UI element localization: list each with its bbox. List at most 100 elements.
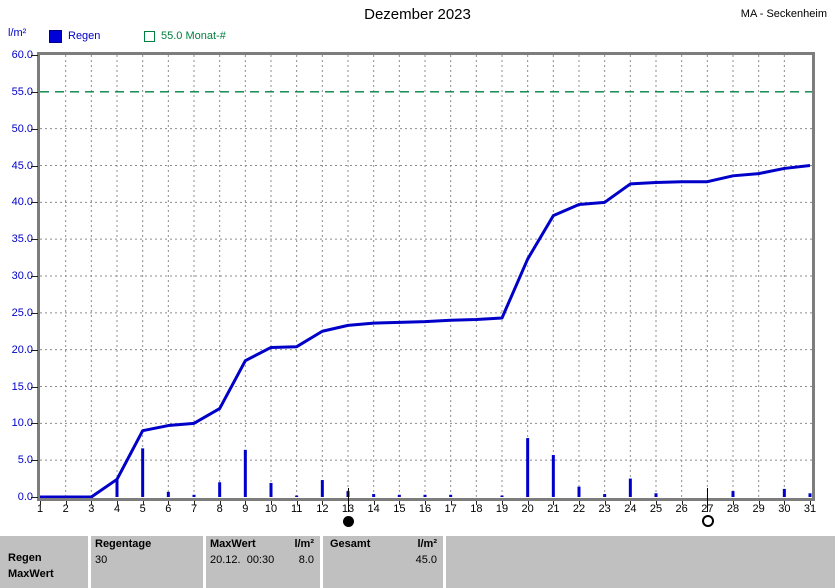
x-axis-tick [579, 501, 580, 505]
x-axis-tick [553, 501, 555, 505]
x-axis-tick [142, 501, 144, 505]
maxwert-unit: l/m² [294, 538, 314, 550]
cumulative-rain-line [40, 164, 811, 498]
x-axis-day-label: 18 [470, 503, 483, 515]
y-axis-tick [31, 460, 38, 462]
daily-rain-bar [397, 494, 401, 497]
x-axis-day-label: 24 [624, 503, 637, 515]
x-axis-tick [117, 501, 118, 505]
gesamt-header: Gesamt [330, 538, 371, 550]
daily-rain-bar [449, 494, 453, 497]
x-axis-day-label: 11 [290, 503, 303, 515]
daily-rain-bar [295, 495, 299, 497]
y-axis-tick-label: 55.0 [11, 85, 33, 98]
daily-rain-bar [372, 494, 376, 497]
table-divider [443, 536, 446, 588]
y-axis-tick-label: 30.0 [11, 270, 33, 282]
daily-rain-bar [808, 493, 812, 497]
x-axis-day-label: 22 [572, 503, 586, 515]
gesamt-unit: l/m² [417, 538, 437, 550]
x-axis-tick [245, 501, 247, 505]
x-axis-tick [65, 501, 67, 505]
x-axis-tick [399, 501, 401, 505]
y-axis-tick [31, 386, 38, 388]
x-axis-day-label: 31 [803, 503, 817, 515]
y-axis-tick-label: 0.0 [17, 491, 33, 503]
x-axis-day-label: 5 [139, 503, 146, 515]
x-axis-tick [296, 501, 298, 505]
x-axis-tick [681, 501, 683, 505]
x-axis-tick [322, 501, 324, 505]
y-axis-tick [31, 239, 38, 241]
daily-rain-bar [654, 493, 658, 497]
x-axis-day-label: 9 [242, 503, 249, 515]
x-axis-tick [784, 501, 786, 505]
daily-rain-bar [628, 478, 632, 497]
legend-monat-label: 55.0 Monat-# [161, 30, 226, 42]
y-axis-tick [31, 91, 38, 93]
x-axis-day-label: 1 [36, 503, 44, 515]
x-axis-day-label: 3 [88, 503, 95, 515]
y-axis-tick [31, 497, 38, 498]
x-axis-tick [450, 501, 452, 505]
regentage-header: Regentage [95, 538, 152, 550]
x-axis-tick [656, 501, 657, 505]
page-title: Dezember 2023 [364, 6, 471, 23]
x-axis-day-label: 19 [495, 503, 509, 515]
rainfall-chart [40, 55, 812, 498]
table-divider [203, 536, 206, 588]
x-axis-day-label: 2 [62, 503, 69, 515]
x-axis-day-label: 12 [316, 503, 329, 515]
y-axis-tick [31, 128, 38, 130]
x-axis-day-label: 23 [598, 503, 611, 515]
gesamt-header-row: Gesamt l/m² [330, 538, 437, 550]
x-axis-tick [425, 501, 426, 505]
x-axis-tick [271, 501, 272, 505]
x-axis-day-label: 7 [190, 503, 198, 515]
table-divider [88, 536, 91, 588]
y-axis-tick [31, 55, 38, 56]
daily-rain-bar [166, 491, 170, 497]
maxwert-header-row: MaxWert l/m² [210, 538, 314, 550]
daily-rain-bar [423, 494, 427, 497]
daily-rain-bar [269, 483, 273, 497]
summary-table: Regen MaxWert Regentage 30 MaxWert l/m² … [0, 536, 835, 588]
x-axis-tick [527, 501, 529, 505]
y-axis-unit-label: l/m² [8, 27, 27, 39]
y-axis-tick-label: 60.0 [11, 49, 33, 61]
legend-item-regen: Regen [49, 29, 100, 43]
x-axis-tick [758, 501, 760, 505]
daily-rain-bar [218, 482, 222, 497]
y-axis-tick [31, 423, 38, 425]
maxwert-datetime: 20.12. 00:30 [210, 554, 275, 566]
x-axis-tick [219, 501, 221, 505]
y-axis-tick-label: 25.0 [11, 306, 33, 319]
new-moon-icon [343, 516, 354, 527]
x-axis-day-label: 21 [547, 503, 560, 515]
daily-rain-bar [243, 449, 247, 497]
x-axis-tick [630, 501, 632, 505]
daily-rain-bar [115, 479, 119, 497]
x-axis-day-label: 8 [216, 503, 223, 515]
y-axis-tick [31, 276, 38, 277]
regen-series-swatch-icon [49, 29, 62, 43]
daily-rain-bar [731, 491, 735, 497]
y-axis-tick-label: 45.0 [11, 159, 33, 172]
y-axis-tick [31, 349, 38, 351]
daily-rain-bar [526, 438, 530, 497]
x-axis-tick [91, 501, 93, 505]
x-axis-day-label: 6 [165, 503, 172, 515]
x-axis-day-label: 17 [444, 503, 457, 515]
x-axis-day-label: 16 [418, 503, 432, 515]
summary-row-label-maxwert: MaxWert [8, 568, 54, 580]
x-axis-tick [604, 501, 606, 505]
y-axis-tick-label: 15.0 [11, 380, 33, 393]
daily-rain-bar [320, 480, 324, 497]
y-axis-tick [31, 312, 38, 314]
x-axis-day-label: 20 [521, 503, 534, 515]
legend-item-monat: 55.0 Monat-# [144, 29, 226, 43]
daily-rain-bar [603, 494, 607, 497]
full-moon-icon [702, 515, 715, 527]
y-axis-tick-label: 40.0 [11, 196, 33, 209]
maxwert-value-row: 20.12. 00:30 8.0 [210, 554, 314, 566]
